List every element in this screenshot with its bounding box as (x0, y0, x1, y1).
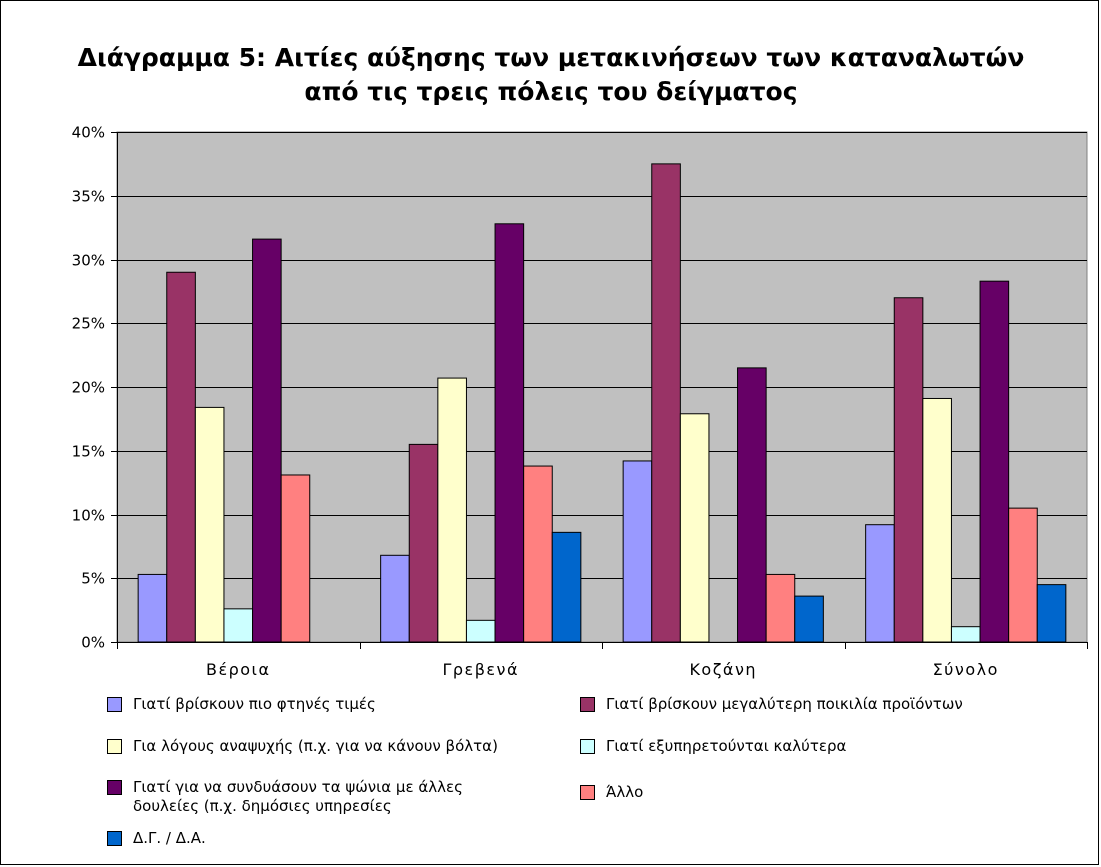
x-tick-label: Βέροια (206, 660, 271, 679)
bar (137, 573, 168, 643)
x-tick-label: Σύνολο (933, 660, 999, 679)
bar (252, 238, 282, 643)
bar (1008, 507, 1038, 643)
bar (380, 554, 410, 643)
bar (979, 280, 1010, 643)
y-tick-label: 35% (72, 188, 105, 206)
bar (223, 608, 254, 643)
y-tick-label: 40% (72, 124, 105, 142)
bar (794, 595, 824, 643)
bar (950, 626, 981, 643)
x-tick-label: Κοζάνη (689, 660, 757, 679)
x-tick-label: Γρεβενά (442, 660, 519, 679)
bar (893, 297, 924, 643)
bar (194, 406, 225, 643)
bar (408, 443, 439, 643)
bar (865, 524, 895, 643)
y-tick-label: 30% (72, 252, 105, 270)
y-tick-label: 25% (72, 315, 105, 333)
bar (465, 619, 496, 643)
bar (765, 573, 796, 643)
y-tick-label: 10% (72, 507, 105, 525)
y-tick-label: 15% (72, 443, 105, 461)
y-tick-label: 0% (81, 634, 105, 652)
bar (494, 223, 525, 643)
bar (737, 367, 767, 643)
bar (622, 460, 653, 643)
y-tick-label: 20% (72, 379, 105, 397)
bar (1036, 584, 1067, 643)
chart-title: Διάγραμμα 5: Αιτίες αύξησης των μετακινή… (77, 43, 1025, 106)
bar (922, 397, 952, 643)
bar (437, 377, 467, 643)
bar (523, 465, 553, 643)
bar (679, 413, 710, 643)
bar (166, 271, 196, 643)
y-tick-label: 5% (81, 570, 105, 588)
bar (551, 531, 582, 643)
bar (651, 163, 681, 643)
bar (280, 474, 311, 643)
